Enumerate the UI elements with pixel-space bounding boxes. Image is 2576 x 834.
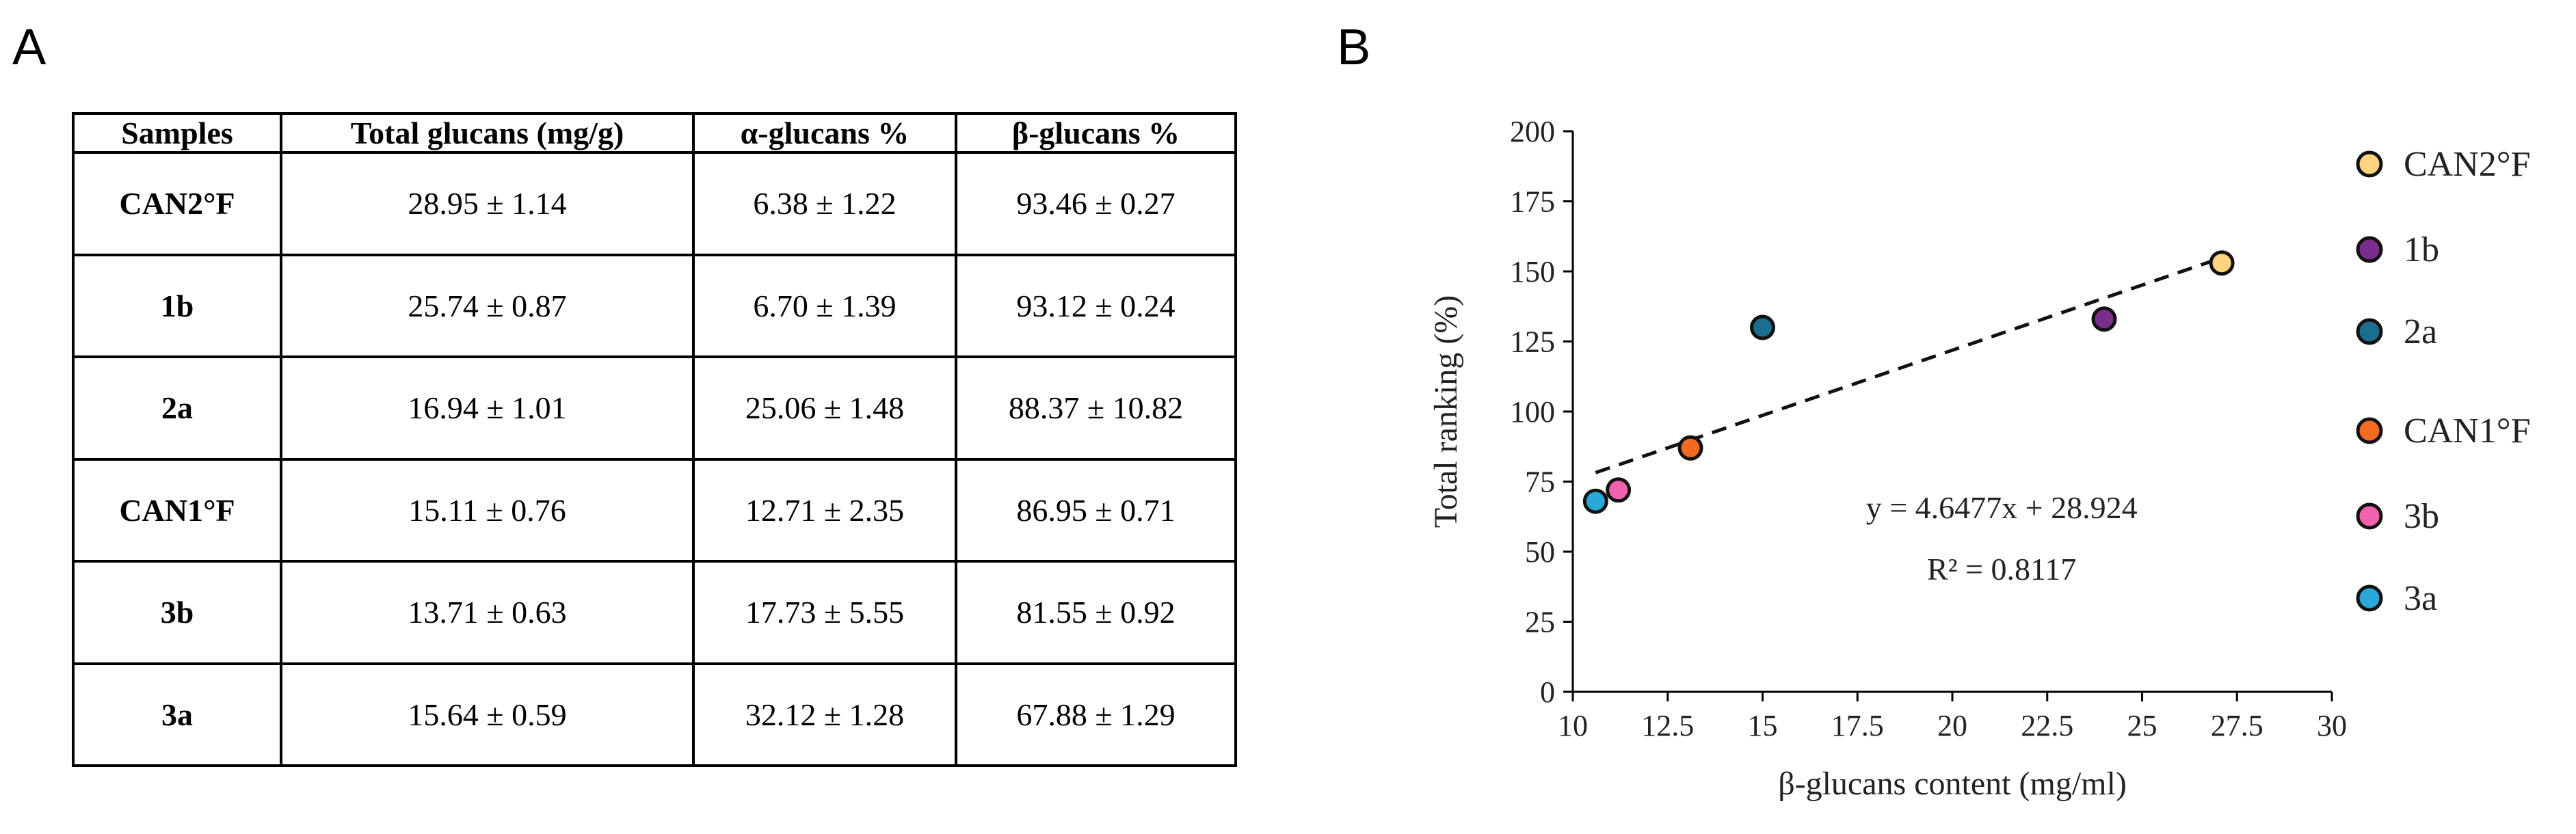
legend-marker	[2356, 236, 2383, 263]
x-tick-label: 10	[1558, 709, 1588, 742]
y-tick-label: 150	[1510, 255, 1555, 288]
cell-alpha-glucans: 6.38 ± 1.22	[692, 151, 957, 256]
cell-total-glucans: 13.71 ± 0.63	[280, 560, 695, 665]
data-point	[1582, 488, 1608, 514]
scatter-chart: 0 25 50 75 100 125 150 175 200 10 12.5 15 17.5 20 22.5…	[1428, 115, 2531, 802]
data-point	[2209, 250, 2235, 276]
table-header-row: Samples Total glucans (mg/g) α-glucans %…	[72, 112, 1237, 154]
data-point	[1750, 314, 1775, 340]
panel-label-a: A	[12, 18, 47, 75]
y-tick-label: 75	[1525, 466, 1555, 499]
cell-alpha-glucans: 6.70 ± 1.39	[692, 253, 957, 358]
cell-total-glucans: 16.94 ± 1.01	[280, 355, 695, 461]
x-tick-label: 12.5	[1641, 709, 1694, 742]
header-total-glucans: Total glucans (mg/g)	[280, 112, 695, 154]
legend-marker	[2356, 318, 2383, 345]
y-axis-label: Total ranking (%)	[1428, 295, 1464, 528]
cell-total-glucans: 15.64 ± 0.59	[280, 662, 695, 767]
header-samples: Samples	[72, 112, 282, 154]
x-tick-label: 20	[1937, 709, 1967, 742]
cell-alpha-glucans: 25.06 ± 1.48	[692, 355, 957, 461]
cell-sample: CAN2°F	[72, 151, 282, 256]
cell-beta-glucans: 88.37 ± 10.82	[955, 355, 1237, 461]
legend-label: 2a	[2404, 312, 2437, 351]
data-point	[1606, 477, 1632, 503]
cell-beta-glucans: 81.55 ± 0.92	[955, 560, 1237, 665]
table-row: CAN1°F 15.11 ± 0.76 12.71 ± 2.35 86.95 ±…	[72, 457, 1237, 563]
cell-total-glucans: 28.95 ± 1.14	[280, 151, 695, 256]
table-row: 2a 16.94 ± 1.01 25.06 ± 1.48 88.37 ± 10.…	[72, 355, 1237, 461]
glucans-table: Samples Total glucans (mg/g) α-glucans %…	[72, 112, 1237, 767]
equation-label: y = 4.6477x + 28.924	[1866, 490, 2138, 525]
cell-sample: 1b	[72, 253, 282, 358]
legend-marker	[2356, 150, 2383, 178]
x-axis-label: β-glucans content (mg/ml)	[1778, 766, 2127, 802]
legend-label: CAN2°F	[2404, 145, 2531, 184]
legend-marker	[2356, 502, 2383, 530]
table-row: 1b 25.74 ± 0.87 6.70 ± 1.39 93.12 ± 0.24	[72, 253, 1237, 358]
cell-sample: 2a	[72, 355, 282, 461]
cell-sample: 3b	[72, 560, 282, 665]
table-row: CAN2°F 28.95 ± 1.14 6.38 ± 1.22 93.46 ± …	[72, 151, 1237, 256]
y-tick-label: 50	[1525, 535, 1555, 569]
x-tick-label: 15	[1748, 709, 1778, 742]
y-tick-label: 200	[1510, 115, 1555, 148]
legend-label: CAN1°F	[2404, 412, 2531, 450]
y-tick-label: 25	[1525, 606, 1555, 639]
x-tick-label: 17.5	[1831, 709, 1884, 742]
data-point	[2091, 306, 2117, 332]
panel-label-b: B	[1337, 18, 1371, 75]
y-tick-label: 100	[1510, 395, 1555, 429]
x-tick-label: 27.5	[2211, 709, 2263, 742]
cell-total-glucans: 15.11 ± 0.76	[280, 457, 695, 563]
x-tick-label: 25	[2127, 709, 2157, 742]
table-row: 3a 15.64 ± 0.59 32.12 ± 1.28 67.88 ± 1.2…	[72, 662, 1237, 767]
cell-sample: 3a	[72, 662, 282, 767]
cell-alpha-glucans: 17.73 ± 5.55	[692, 560, 957, 665]
y-tick-label: 0	[1540, 675, 1555, 709]
y-tick-label: 175	[1510, 185, 1555, 219]
y-tick-label: 125	[1510, 325, 1555, 359]
data-point	[1677, 435, 1703, 461]
x-tick-label: 22.5	[2021, 709, 2073, 742]
cell-total-glucans: 25.74 ± 0.87	[280, 253, 695, 358]
cell-beta-glucans: 93.12 ± 0.24	[955, 253, 1237, 358]
header-beta-glucans: β-glucans %	[955, 112, 1237, 154]
trendline	[1595, 256, 2222, 474]
cell-beta-glucans: 67.88 ± 1.29	[955, 662, 1237, 767]
legend-label: 1b	[2404, 230, 2439, 269]
cell-beta-glucans: 93.46 ± 0.27	[955, 151, 1237, 256]
x-tick-label: 30	[2317, 709, 2347, 742]
cell-sample: CAN1°F	[72, 457, 282, 563]
cell-beta-glucans: 86.95 ± 0.71	[955, 457, 1237, 563]
legend-marker	[2356, 417, 2383, 444]
legend-label: 3b	[2404, 497, 2439, 536]
legend-marker	[2356, 584, 2383, 612]
cell-alpha-glucans: 12.71 ± 2.35	[692, 457, 957, 563]
legend-label: 3a	[2404, 579, 2437, 618]
table-row: 3b 13.71 ± 0.63 17.73 ± 5.55 81.55 ± 0.9…	[72, 560, 1237, 665]
header-alpha-glucans: α-glucans %	[692, 112, 957, 154]
r2-label: R² = 0.8117	[1927, 552, 2076, 587]
cell-alpha-glucans: 32.12 ± 1.28	[692, 662, 957, 767]
